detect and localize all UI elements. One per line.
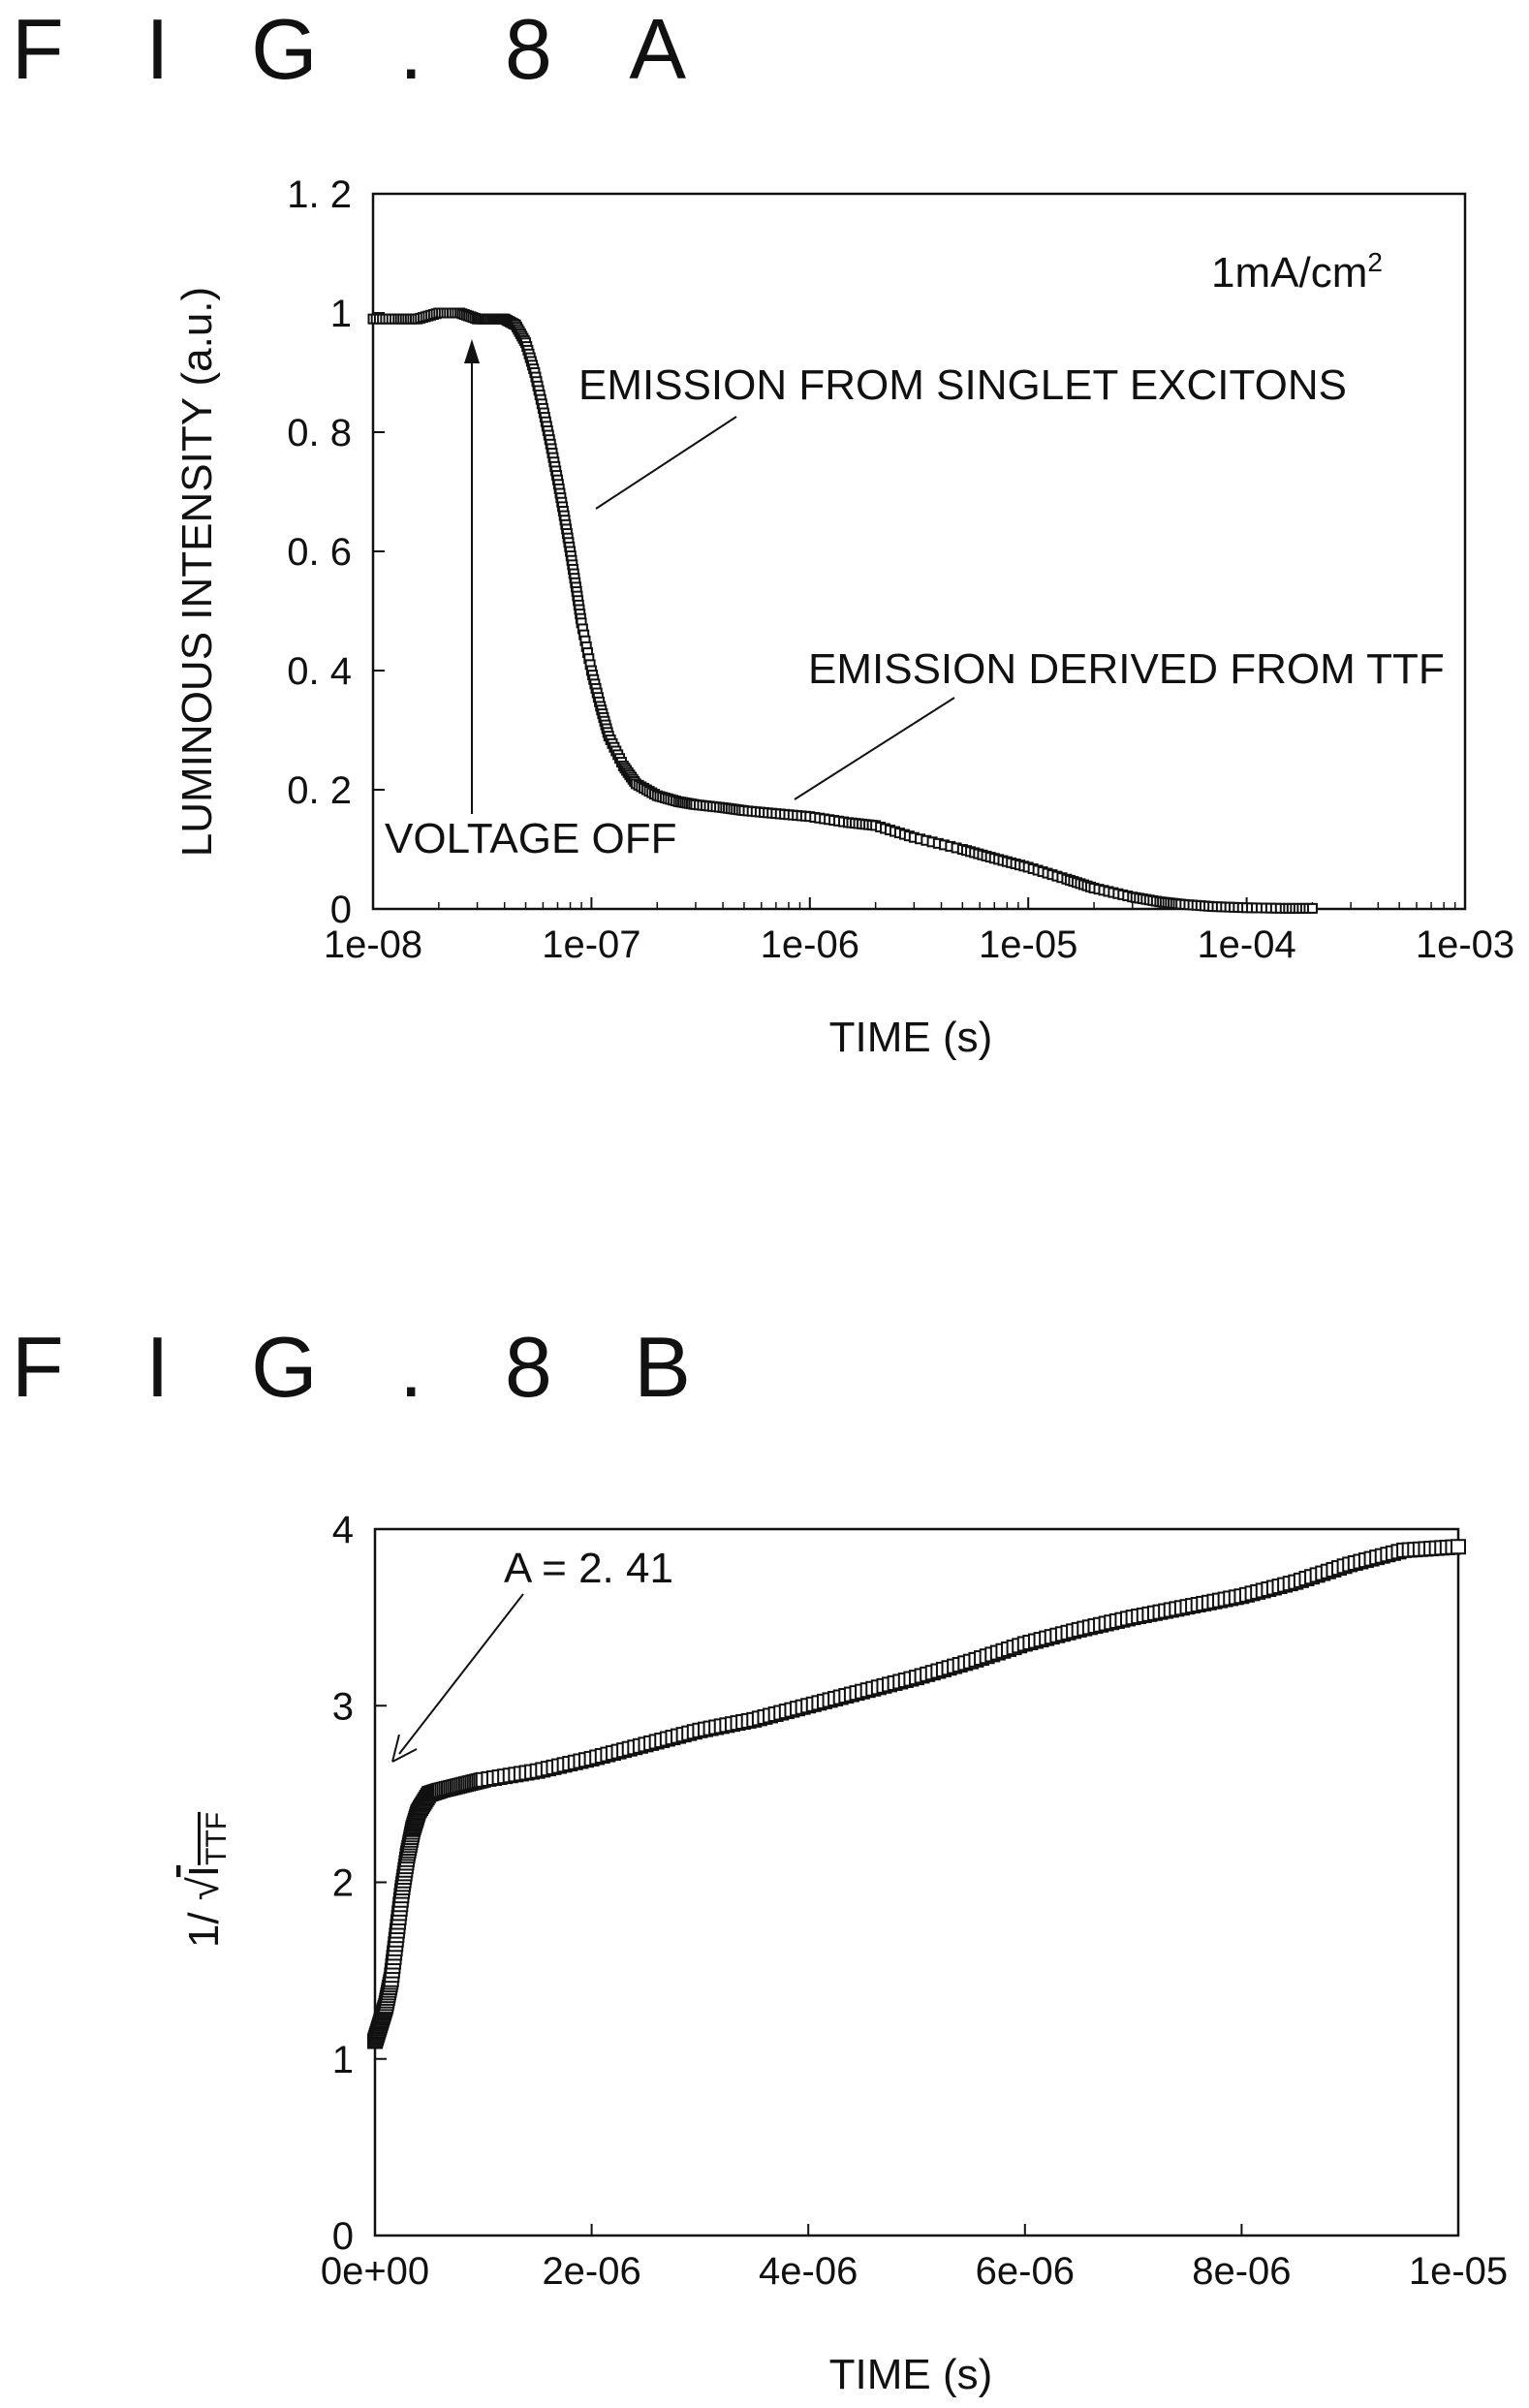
plot-border [371,192,1467,911]
y-tick-label: 0 [330,889,352,931]
y-tick-label: 1. 2 [287,173,352,216]
x-tick-label: 6e-06 [976,2250,1075,2293]
y-tick-label: 0. 2 [287,769,352,812]
current-density-text: 1mA/cm [1211,249,1367,297]
ttf-emission-annotation: EMISSION DERIVED FROM TTF [808,645,1445,693]
y-tick-label: 2 [332,1862,354,1905]
plot-frame [371,192,1467,911]
data-point [1451,1539,1466,1555]
current-density-annotation: 1mA/cm2 [1211,247,1383,297]
x-tick-label: 1e-05 [1409,2250,1508,2293]
y-axis-title-prefix: 1/ √ [180,1876,228,1948]
y-tick-label: 0. 8 [287,412,352,454]
x-axis-title: TIME (s) [829,1014,993,1061]
current-density-superscript: 2 [1367,247,1383,277]
data-points [367,1539,1466,2049]
singlet-emission-annotation: EMISSION FROM SINGLET EXCITONS [578,361,1347,409]
x-tick-label: 1e-05 [979,923,1077,966]
voltage-off-annotation: VOLTAGE OFF [385,815,677,862]
y-axis-title-subscript: TTF [201,1812,233,1865]
y-axis-title: 1/ √ITTF [180,1812,233,1948]
y-tick-label: 3 [332,1685,354,1728]
x-tick-label: 0e+00 [321,2250,429,2293]
data-point [1306,902,1318,914]
voltage-off-arrow-head [464,339,480,363]
y-tick-label: 0. 4 [287,650,352,693]
x-tick-label: 8e-06 [1192,2250,1291,2293]
y-tick-label: 0 [332,2215,354,2258]
x-tick-label: 1e-08 [324,923,422,966]
a-value-annotation: A = 2. 41 [504,1545,673,1592]
y-tick-label: 1 [332,2039,354,2081]
x-axis-title: TIME (s) [829,2351,993,2398]
plot-frame [373,1527,1460,2237]
y-tick-labels: 0 0. 2 0. 4 0. 6 0. 8 1 1. 2 [287,173,352,931]
y-tick-label: 1 [330,293,352,335]
chart-8a: 1e-08 1e-07 1e-06 1e-05 1e-04 1e-03 0 0. 2 0. 4… [173,173,1514,1061]
y-tick-label: 4 [332,1509,354,1551]
x-tick-labels: 0e+00 2e-06 4e-06 6e-06 8e-06 1e-05 [321,2250,1508,2293]
x-tick-label: 1e-06 [761,923,859,966]
singlet-leader-line [595,416,737,510]
ttf-leader-line [794,697,955,800]
plot-border [373,1527,1460,2237]
x-tick-label: 2e-06 [542,2250,640,2293]
y-tick-labels: 0 1 2 3 4 [332,1509,354,2258]
chart-8b: 0e+00 2e-06 4e-06 6e-06 8e-06 1e-05 0 1 2 3 4 TIM… [180,1509,1508,2398]
y-axis-title-main: I [180,1865,228,1877]
x-tick-labels: 1e-08 1e-07 1e-06 1e-05 1e-04 1e-03 [324,923,1514,966]
x-tick-label: 4e-06 [759,2250,858,2293]
y-tick-label: 0. 6 [287,531,352,574]
a-value-leader-line [398,1593,524,1755]
x-tick-label: 1e-04 [1197,923,1295,966]
y-axis-title: LUMINOUS INTENSITY (a.u.) [173,287,221,857]
figure-8a-label: F I G . 8 A [12,1,716,97]
a-value-arrow-head [391,1734,418,1763]
figure-8b-label: F I G . 8 B [12,1319,720,1415]
x-tick-label: 1e-07 [542,923,640,966]
x-tick-label: 1e-03 [1416,923,1514,966]
data-points [367,307,1318,914]
